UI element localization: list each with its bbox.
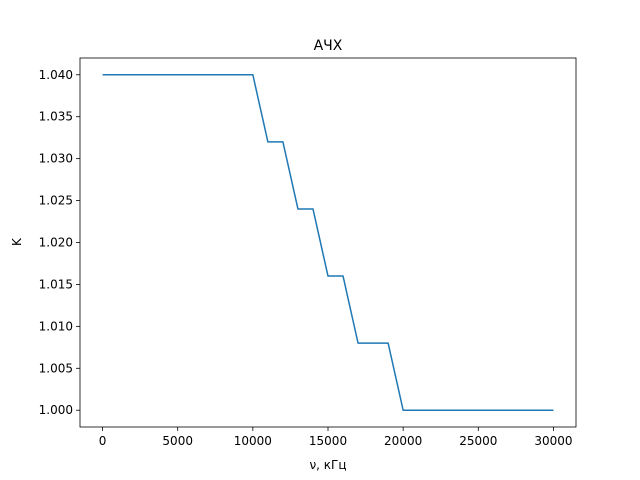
y-tick-label: 1.000 bbox=[39, 403, 73, 417]
plot-frame bbox=[79, 57, 577, 428]
y-tick-label: 1.005 bbox=[39, 361, 73, 375]
series-layer bbox=[102, 74, 554, 411]
x-tick-label: 0 bbox=[99, 434, 107, 448]
x-tick-label: 30000 bbox=[534, 434, 572, 448]
y-tick-label: 1.015 bbox=[39, 277, 73, 291]
y-tick-label: 1.020 bbox=[39, 236, 73, 250]
y-tick-label: 1.030 bbox=[39, 152, 73, 166]
x-tick-label: 25000 bbox=[459, 434, 497, 448]
chart-title: АЧХ bbox=[314, 38, 343, 54]
y-tick-label: 1.010 bbox=[39, 319, 73, 333]
y-tick-label: 1.035 bbox=[39, 110, 73, 124]
y-axis-label: K bbox=[10, 237, 24, 246]
x-tick-label: 20000 bbox=[384, 434, 422, 448]
y-axis: 1.000 1.005 1.010 1.015 1.020 1.025 1.030 1.035… bbox=[39, 68, 80, 417]
x-tick-label: 10000 bbox=[234, 434, 272, 448]
x-tick-label: 15000 bbox=[309, 434, 347, 448]
x-tick-label: 5000 bbox=[162, 434, 193, 448]
y-tick-label: 1.040 bbox=[39, 68, 73, 82]
series-line bbox=[102, 74, 554, 411]
x-axis: 0 5000 10000 15000 20000 25000 30000 bbox=[99, 427, 573, 448]
y-tick-label: 1.025 bbox=[39, 194, 73, 208]
x-axis-label: ν, кГц bbox=[309, 458, 346, 472]
